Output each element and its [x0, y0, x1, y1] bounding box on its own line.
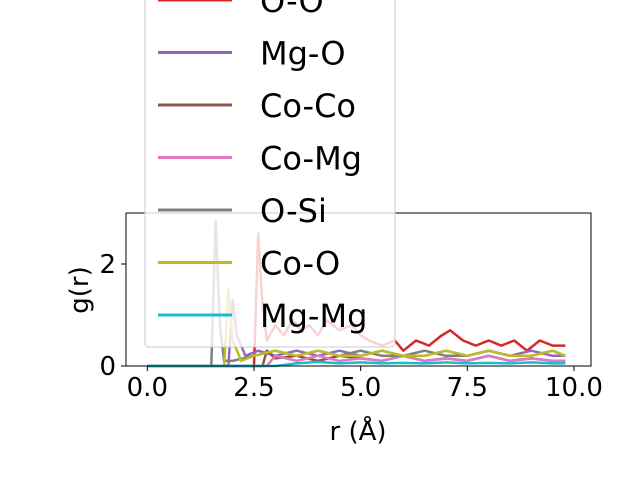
legend-label-5: Co-O: [260, 245, 340, 283]
legend-label-4: O-Si: [260, 192, 327, 230]
x-tick-label: 0.0: [127, 373, 168, 403]
x-tick-label: 10.0: [545, 373, 603, 403]
y-ticks: 02: [99, 250, 126, 382]
x-tick-label: 2.5: [233, 373, 274, 403]
x-tick-label: 5.0: [340, 373, 381, 403]
x-tick-label: 7.5: [447, 373, 488, 403]
x-ticks: 0.0 2.5 5.0 7.5 10.0: [127, 366, 603, 403]
y-axis-label: g(r): [65, 266, 95, 313]
legend-label-3: Co-Mg: [260, 140, 362, 178]
series-line-6: [147, 360, 566, 368]
legend-label-0: O-O: [260, 0, 324, 20]
y-tick-label: 2: [99, 250, 116, 280]
legend: O-O Mg-O Co-Co Co-Mg O-Si Co-O Mg-Mg: [144, 0, 396, 348]
x-axis-label: r (Å): [329, 415, 386, 447]
legend-label-1: Mg-O: [260, 35, 346, 73]
y-tick-label: 0: [99, 352, 116, 382]
legend-box: [144, 0, 396, 348]
legend-label-2: Co-Co: [260, 87, 356, 125]
legend-label-6: Mg-Mg: [260, 297, 367, 335]
